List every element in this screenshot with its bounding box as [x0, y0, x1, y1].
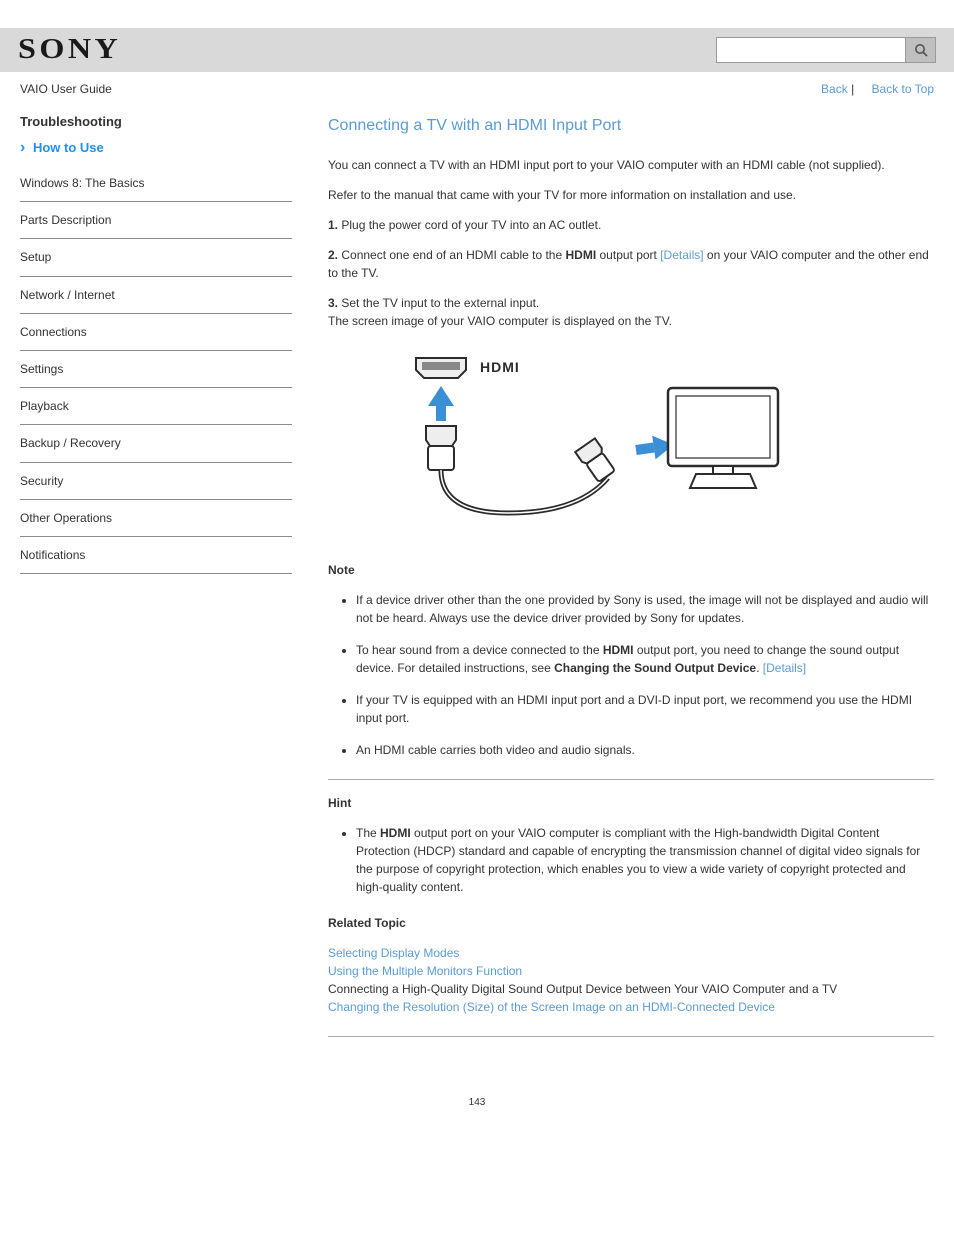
sidebar-item-parts[interactable]: Parts Description [20, 202, 292, 239]
step-3-text: Set the TV input to the external input. [338, 296, 539, 310]
step-1-text: Plug the power cord of your TV into an A… [338, 218, 601, 232]
arrow-up-icon [428, 386, 454, 421]
notes-title: Note [328, 561, 934, 579]
step-1: 1. Plug the power cord of your TV into a… [328, 216, 934, 234]
sidebar-item-setup[interactable]: Setup [20, 239, 292, 276]
link-sep: | [851, 82, 857, 96]
sidebar-nav: Windows 8: The Basics Parts Description … [20, 165, 292, 574]
header-bar: SONY [0, 28, 954, 72]
note-item: To hear sound from a device connected to… [356, 641, 934, 677]
sidebar-item-connections[interactable]: Connections [20, 314, 292, 351]
sidebar: Troubleshooting › How to Use Windows 8: … [20, 114, 310, 1037]
cable-highlight [441, 470, 608, 513]
content: Connecting a TV with an HDMI Input Port … [310, 114, 934, 1037]
hint-title: Hint [328, 794, 934, 812]
chevron-right-icon: › [20, 139, 25, 156]
search-icon [913, 42, 929, 58]
sidebar-item-security[interactable]: Security [20, 463, 292, 500]
notes-list: If a device driver other than the one pr… [356, 591, 934, 759]
tv-icon [668, 388, 778, 488]
sidebar-subheading-label: How to Use [33, 140, 104, 155]
page-title: Connecting a TV with an HDMI Input Port [328, 114, 934, 138]
step-3-num: 3. [328, 296, 338, 310]
intro-2: Refer to the manual that came with your … [328, 186, 934, 204]
hint-item: The HDMI output port on your VAIO comput… [356, 824, 934, 896]
sidebar-item-settings[interactable]: Settings [20, 351, 292, 388]
sidebar-subheading: › How to Use [20, 139, 292, 157]
sidebar-heading: Troubleshooting [20, 114, 292, 129]
step-2-text-a: Connect one end of an HDMI cable to the [338, 248, 565, 262]
main: Troubleshooting › How to Use Windows 8: … [0, 96, 954, 1037]
hdmi-connection-svg: HDMI [358, 348, 788, 538]
note-item: If your TV is equipped with an HDMI inpu… [356, 691, 934, 727]
hdmi-label: HDMI [480, 359, 520, 375]
note-details-link[interactable]: [Details] [763, 661, 806, 675]
sidebar-item-other[interactable]: Other Operations [20, 500, 292, 537]
related-title: Related Topic [328, 914, 934, 932]
step-1-num: 1. [328, 218, 338, 232]
search-box [716, 37, 936, 63]
step-2-details-link[interactable]: [Details] [660, 248, 703, 262]
sidebar-item-playback[interactable]: Playback [20, 388, 292, 425]
step-2-num: 2. [328, 248, 338, 262]
step-3: 3. Set the TV input to the external inpu… [328, 294, 934, 330]
note-2-text: To hear sound from a device connected to… [356, 643, 899, 675]
link-back[interactable]: Back [821, 82, 848, 96]
notes-section: Note If a device driver other than the o… [328, 561, 934, 759]
note-item: An HDMI cable carries both video and aud… [356, 741, 934, 759]
hdmi-plug-left-icon [426, 426, 456, 470]
related-link[interactable]: Using the Multiple Monitors Function [328, 962, 934, 980]
hint-list: The HDMI output port on your VAIO comput… [356, 824, 934, 896]
sidebar-item-backup[interactable]: Backup / Recovery [20, 425, 292, 462]
step-2-hdmi: HDMI [566, 248, 597, 262]
hint-box: Hint The HDMI output port on your VAIO c… [328, 779, 934, 1037]
search-button[interactable] [906, 37, 936, 63]
step-2-text-c: output port [596, 248, 660, 262]
header-links: Back | Back to Top [807, 82, 934, 96]
related-link[interactable]: Selecting Display Modes [328, 944, 934, 962]
related-text: Connecting a High-Quality Digital Sound … [328, 980, 934, 998]
intro-1: You can connect a TV with an HDMI input … [328, 156, 934, 174]
sidebar-item-notifications[interactable]: Notifications [20, 537, 292, 574]
search-input[interactable] [716, 37, 906, 63]
sidebar-item-network[interactable]: Network / Internet [20, 277, 292, 314]
hdmi-plug-right-icon [575, 438, 616, 483]
hdmi-port-icon [416, 358, 466, 378]
hint-text: The HDMI output port on your VAIO comput… [356, 826, 920, 894]
logo: SONY [18, 34, 121, 66]
step-2: 2. Connect one end of an HDMI cable to t… [328, 246, 934, 282]
related-list: Selecting Display Modes Using the Multip… [328, 944, 934, 1016]
sub-header: VAIO User Guide Back | Back to Top [0, 72, 954, 96]
related-link[interactable]: Changing the Resolution (Size) of the Sc… [328, 998, 934, 1016]
step-3-text-b: The screen image of your VAIO computer i… [328, 314, 672, 328]
sidebar-item-windows8[interactable]: Windows 8: The Basics [20, 165, 292, 202]
connection-diagram: HDMI [358, 348, 934, 543]
note-item: If a device driver other than the one pr… [356, 591, 934, 627]
page-number: 143 [0, 1097, 954, 1128]
product-title: VAIO User Guide [20, 82, 112, 96]
link-back-to-top[interactable]: Back to Top [872, 82, 934, 96]
